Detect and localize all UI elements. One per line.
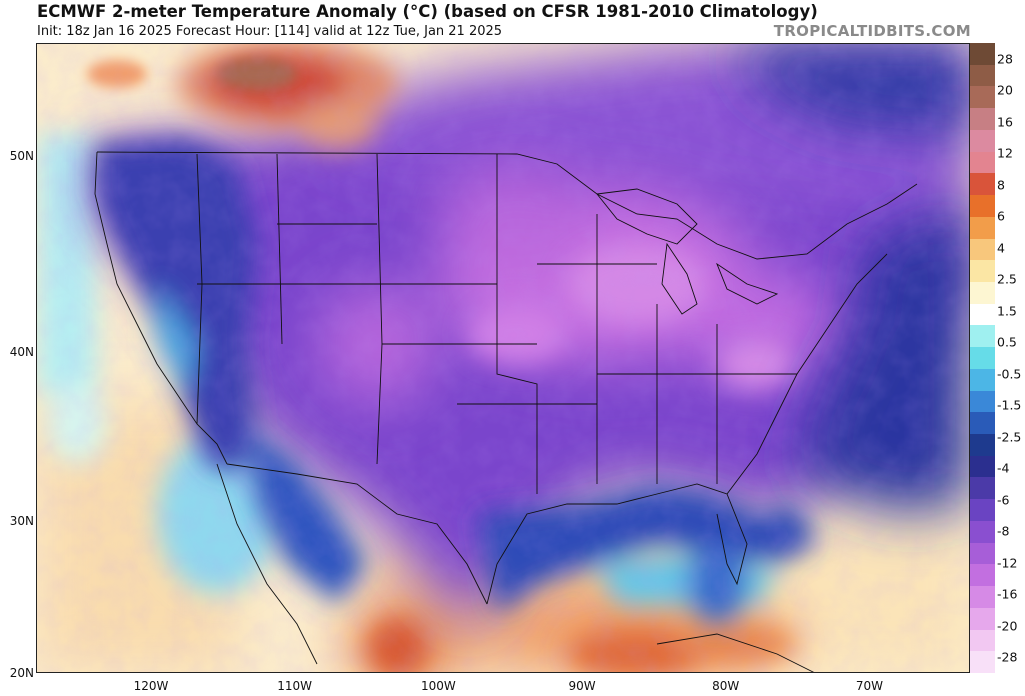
anomaly-map	[36, 43, 970, 673]
lon-tick-label: 110W	[277, 679, 313, 693]
lon-tick-label: 90W	[568, 679, 596, 693]
colorbar-swatch	[970, 216, 995, 239]
colorbar-label: 16	[997, 114, 1013, 130]
colorbar-label: -0.5	[997, 366, 1022, 382]
colorbar-swatch	[970, 607, 995, 631]
colorbar-label: 4	[997, 240, 1005, 256]
colorbar-label: -8	[997, 523, 1010, 539]
longitude-axis: 120W 110W 100W 90W 80W 70W	[36, 675, 970, 696]
colorbar-swatch	[970, 43, 995, 66]
lon-tick-label: 70W	[855, 679, 883, 693]
colorbar-swatch	[970, 325, 995, 348]
lon-tick-label: 120W	[133, 679, 169, 693]
anomaly-field	[37, 44, 969, 672]
colorbar-label: -16	[997, 586, 1018, 602]
colorbar-swatch	[970, 499, 995, 522]
colorbar-label: -12	[997, 555, 1018, 571]
colorbar-label: 1.5	[997, 303, 1017, 319]
lon-tick-label: 80W	[712, 679, 740, 693]
colorbar-swatch	[970, 412, 995, 435]
colorbar-swatch	[970, 586, 995, 609]
colorbar-label: -2.5	[997, 429, 1022, 445]
colorbar-swatch	[970, 64, 995, 87]
colorbar-swatch	[970, 238, 995, 261]
colorbar-label: 0.5	[997, 334, 1017, 350]
latitude-axis: 50N 40N 30N 20N	[0, 0, 36, 696]
colorbar-swatch	[970, 368, 995, 392]
lat-tick-label: 40N	[9, 344, 34, 359]
colorbar-swatch	[970, 260, 995, 283]
colorbar-label: -6	[997, 492, 1010, 508]
colorbar-swatch	[970, 303, 995, 326]
colorbar-swatch	[970, 281, 995, 305]
colorbar-legend: 28 20 16 12 8 6 4 2.5 1.5 0.5 -0.5 -1.5 -2.5 -4 -6 -8 -1…	[970, 43, 1025, 674]
colorbar-swatch	[970, 129, 995, 153]
brand-watermark: TROPICALTIDBITS.COM	[773, 22, 971, 40]
colorbar-label: -20	[997, 618, 1018, 634]
colorbar-label: 2.5	[997, 271, 1017, 287]
colorbar-label: 12	[997, 145, 1013, 161]
colorbar-swatch	[970, 108, 995, 131]
colorbar-label: 6	[997, 208, 1005, 224]
country-state-boundaries	[94, 151, 918, 672]
colorbar-swatch	[970, 455, 995, 478]
lon-tick-label: 100W	[420, 679, 456, 693]
colorbar-swatch	[970, 173, 995, 196]
colorbar-label: 28	[997, 51, 1013, 67]
colorbar-label: 20	[997, 82, 1013, 98]
colorbar-swatch	[970, 651, 995, 674]
colorbar-swatch	[970, 195, 995, 218]
colorbar-swatch	[970, 434, 995, 457]
colorbar-label: -4	[997, 460, 1010, 476]
anomaly-map-canvas	[37, 44, 969, 672]
colorbar-swatch	[970, 347, 995, 370]
colorbar-label: -1.5	[997, 397, 1022, 413]
colorbar-swatch	[970, 542, 995, 565]
colorbar-swatch	[970, 86, 995, 109]
colorbar-swatch	[970, 390, 995, 413]
colorbar-swatch	[970, 477, 995, 500]
colorbar-swatch	[970, 629, 995, 652]
map-subtitle: Init: 18z Jan 16 2025 Forecast Hour: [11…	[37, 24, 503, 39]
lat-tick-label: 30N	[9, 513, 34, 528]
colorbar-label: -28	[997, 649, 1018, 665]
map-title: ECMWF 2-meter Temperature Anomaly (°C) (…	[37, 2, 818, 21]
lat-tick-label: 50N	[9, 149, 34, 164]
lat-tick-label: 20N	[9, 666, 34, 680]
colorbar-label: 8	[997, 177, 1005, 193]
colorbar-swatch	[970, 520, 995, 544]
colorbar-swatch	[970, 151, 995, 174]
colorbar-swatch	[970, 564, 995, 587]
